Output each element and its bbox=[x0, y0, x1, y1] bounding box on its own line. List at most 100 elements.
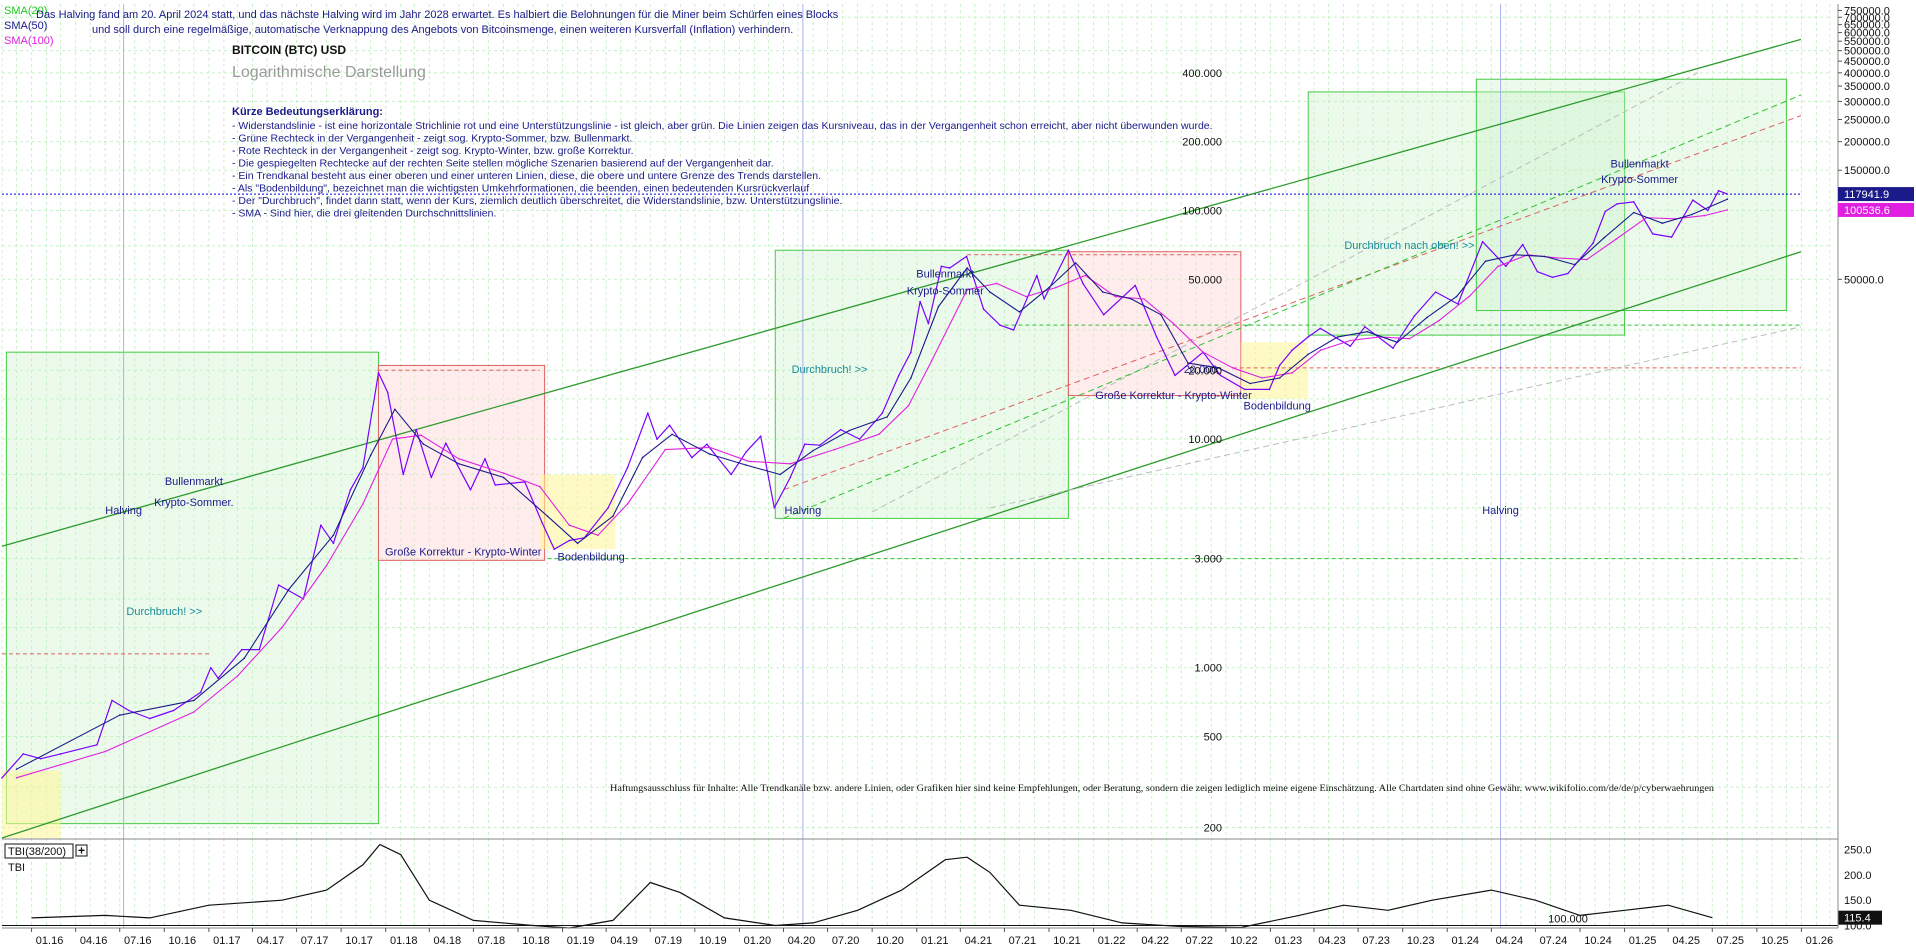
sma-data-point bbox=[1048, 286, 1050, 289]
halving-note-line2: und soll durch eine regelmäßige, automat… bbox=[92, 24, 793, 36]
btc-data-point bbox=[1651, 233, 1654, 235]
btc-data-point bbox=[1707, 209, 1709, 212]
x-axis-label: 10.20 bbox=[876, 935, 904, 947]
btc-data-point bbox=[1082, 282, 1084, 285]
chart-annotation: Durchbruch nach oben! >> bbox=[1344, 240, 1474, 252]
mirror-trend-line bbox=[871, 72, 1698, 513]
btc-data-point bbox=[1717, 189, 1720, 192]
sma-data-point bbox=[1573, 263, 1576, 266]
right-axis-label: 750000.0 bbox=[1844, 5, 1890, 17]
sma-data-point bbox=[1291, 372, 1293, 374]
sma-data-point bbox=[1484, 260, 1487, 263]
indicator-axis-label: 150.0 bbox=[1844, 895, 1872, 907]
sma-data-point bbox=[458, 458, 460, 460]
btc-data-point bbox=[386, 391, 389, 394]
inner-axis-label: 500 bbox=[1204, 732, 1222, 744]
btc-data-point bbox=[898, 374, 900, 377]
sma-data-point bbox=[1160, 313, 1162, 316]
sma-data-point bbox=[1084, 274, 1087, 277]
sma-data-point bbox=[243, 657, 245, 660]
right-axis-label: 400000.0 bbox=[1844, 68, 1890, 80]
sma-data-point bbox=[15, 777, 18, 779]
sma-data-point bbox=[910, 377, 912, 379]
sma-data-point bbox=[641, 456, 644, 459]
sma-data-point bbox=[779, 473, 781, 476]
sma-data-point bbox=[369, 454, 372, 457]
chart-annotation: Bullenmarkt bbox=[916, 268, 974, 280]
btc-data-point bbox=[1268, 388, 1271, 391]
btc-data-point bbox=[1155, 336, 1158, 338]
x-axis-label: 01.25 bbox=[1629, 935, 1657, 947]
sma-data-point bbox=[281, 626, 283, 629]
explanation-title: Kürze Bedeutungserklärung: bbox=[232, 106, 383, 118]
btc-data-point bbox=[647, 412, 649, 414]
x-axis-label: 10.17 bbox=[345, 935, 373, 947]
trend-channel-line bbox=[1, 251, 1802, 839]
btc-data-point bbox=[210, 666, 212, 669]
sma-data-point bbox=[1455, 295, 1458, 298]
right-axis-label: 550000.0 bbox=[1844, 36, 1890, 48]
x-axis-label: 07.24 bbox=[1540, 935, 1568, 947]
scroll-marker: - bbox=[1827, 935, 1831, 947]
sma-data-point bbox=[1426, 316, 1428, 319]
sma-data-point bbox=[789, 463, 792, 465]
sma-data-point bbox=[989, 291, 991, 293]
sma-data-point bbox=[878, 433, 880, 436]
x-axis-label: 07.20 bbox=[832, 935, 860, 947]
btc-data-point bbox=[730, 473, 732, 476]
sma-data-point bbox=[966, 267, 968, 269]
btc-data-point bbox=[40, 757, 42, 760]
indicator-add-button[interactable] bbox=[75, 844, 88, 857]
btc-data-point bbox=[541, 522, 543, 524]
sma-data-point bbox=[1615, 238, 1618, 240]
chart-annotation: Bodenbildung bbox=[557, 551, 624, 563]
x-axis-label: 10.25 bbox=[1761, 935, 1789, 947]
legend-sma50[interactable]: SMA(50) bbox=[4, 20, 47, 32]
tbi-line bbox=[31, 843, 1713, 929]
bear-box bbox=[1067, 251, 1242, 397]
chart-annotations: Halving Halving Halving Bullenmarkt Krypto-S… bbox=[105, 68, 1678, 835]
btc-data-point bbox=[804, 443, 806, 446]
right-axis-label: 650000.0 bbox=[1844, 20, 1890, 32]
sma-data-point bbox=[576, 542, 579, 545]
legend-sma100[interactable]: SMA(100) bbox=[4, 35, 54, 47]
sma-data-point bbox=[626, 503, 629, 505]
inner-axis-label: 50.000 bbox=[1188, 274, 1222, 286]
btc-data-point bbox=[469, 489, 472, 491]
btc-data-point bbox=[1102, 313, 1105, 316]
btc-data-point bbox=[1219, 374, 1222, 377]
disclaimer: Haftungsausschluss für Inhalte: Alle Tre… bbox=[610, 783, 1715, 793]
sma-data-point bbox=[1114, 295, 1117, 298]
sma-data-point bbox=[937, 305, 940, 308]
x-axis-label: 04.24 bbox=[1496, 935, 1524, 947]
chart-annotation: Halving bbox=[1482, 505, 1519, 517]
explanation-line: - Der "Durchbruch", findet dann statt, w… bbox=[232, 195, 842, 207]
btc-data-point bbox=[1522, 243, 1524, 246]
sma-value-badge bbox=[1838, 202, 1914, 217]
sma-data-point bbox=[1130, 298, 1133, 300]
sma-data-point bbox=[1320, 349, 1322, 351]
scenario-boxes bbox=[2, 78, 1787, 838]
explanation-line: - Widerstandslinie - ist eine horizontal… bbox=[232, 120, 1213, 132]
x-axis-label: 01.24 bbox=[1451, 935, 1479, 947]
x-axis-label: 07.19 bbox=[654, 935, 682, 947]
sma-data-point bbox=[1633, 211, 1635, 214]
x-axis-label: 04.18 bbox=[434, 935, 462, 947]
btc-data-point bbox=[839, 428, 842, 431]
btc-data-point bbox=[1364, 326, 1366, 328]
x-axis-label: 04.25 bbox=[1672, 935, 1700, 947]
explanation-line: - Grüne Rechteck in der Vergangenheit - … bbox=[232, 133, 632, 145]
halving-note-line1: Das Halving fand am 20. April 2024 statt… bbox=[36, 9, 839, 21]
btc-data-point bbox=[1413, 315, 1416, 317]
sma-data-point bbox=[1102, 291, 1104, 293]
sma-data-point bbox=[709, 453, 711, 455]
legend-sma20[interactable]: SMA(20) bbox=[4, 5, 47, 17]
sma-data-point bbox=[118, 714, 121, 716]
btc-data-point bbox=[1551, 276, 1554, 279]
btc-data-point bbox=[149, 717, 151, 720]
sma-data-point bbox=[1349, 339, 1352, 342]
x-axis-label: 07.21 bbox=[1009, 935, 1037, 947]
btc-data-point bbox=[1, 777, 3, 779]
sma-data-point bbox=[458, 463, 460, 465]
indicator-axis-label: 250.0 bbox=[1844, 845, 1872, 857]
